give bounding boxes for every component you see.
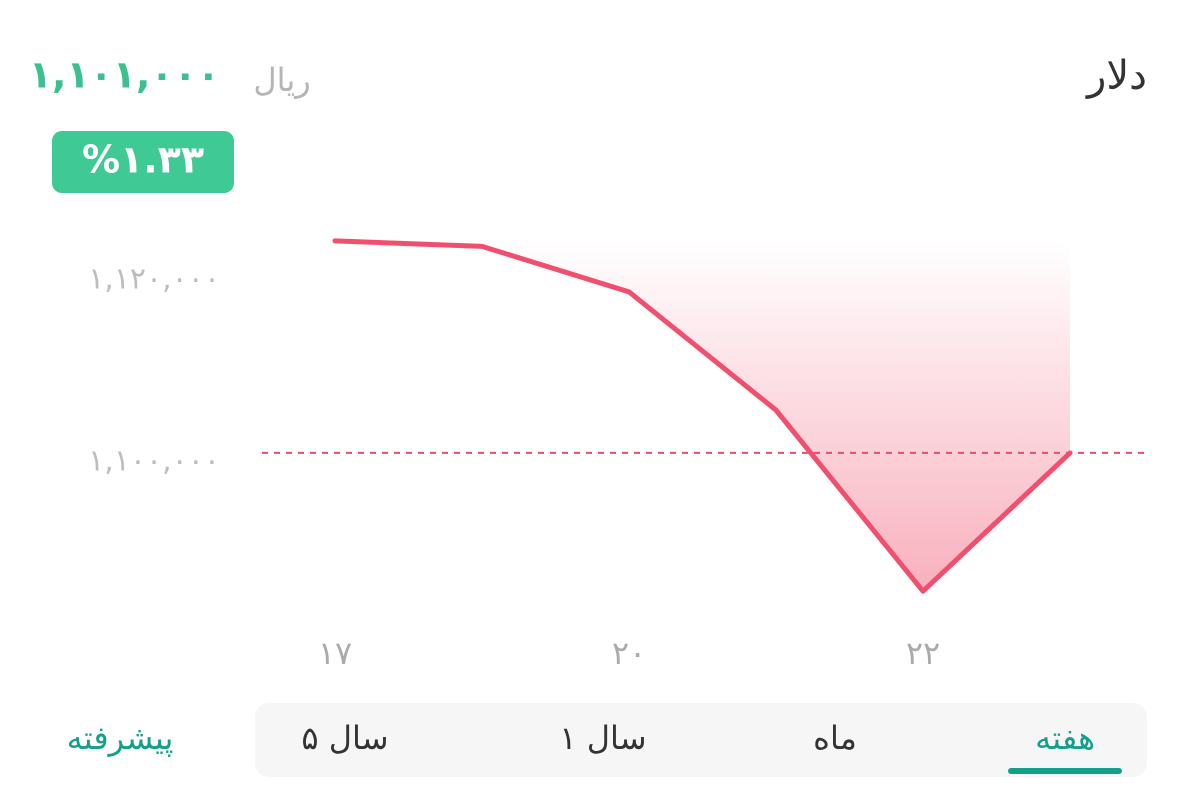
y-tick-label: ۱,۱۲۰,۰۰۰	[88, 262, 220, 297]
x-tick-label: ۲۲	[906, 634, 940, 672]
currency: ریال	[253, 61, 310, 99]
change: %۱.۳۳	[82, 138, 204, 182]
tab[interactable]: ماه	[813, 719, 857, 757]
tab[interactable]: ۱ سال	[559, 719, 646, 757]
title: دلار	[1085, 53, 1147, 99]
x-tick-label: ۱۷	[318, 634, 352, 672]
tab-bar	[255, 703, 1147, 777]
area	[335, 240, 1070, 592]
tabs: هفته ماه ۱ سال ۵ سال	[301, 719, 1122, 774]
x-tick-label: ۲۰	[612, 634, 646, 672]
chart: ۱,۱۰۰,۰۰۰ ۱,۱۲۰,۰۰۰ ۱۷ ۲۰ ۲۲	[88, 238, 1147, 672]
price: ۱,۱۰۱,۰۰۰	[29, 53, 220, 97]
tab-underline	[1008, 768, 1122, 774]
y-tick-label: ۱,۱۰۰,۰۰۰	[88, 444, 220, 479]
tab[interactable]: هفته	[1035, 719, 1095, 757]
advanced-link[interactable]: پیشرفته	[67, 719, 174, 757]
tab[interactable]: ۵ سال	[301, 719, 388, 757]
change-badge	[52, 131, 234, 193]
price-line	[332, 238, 1073, 594]
